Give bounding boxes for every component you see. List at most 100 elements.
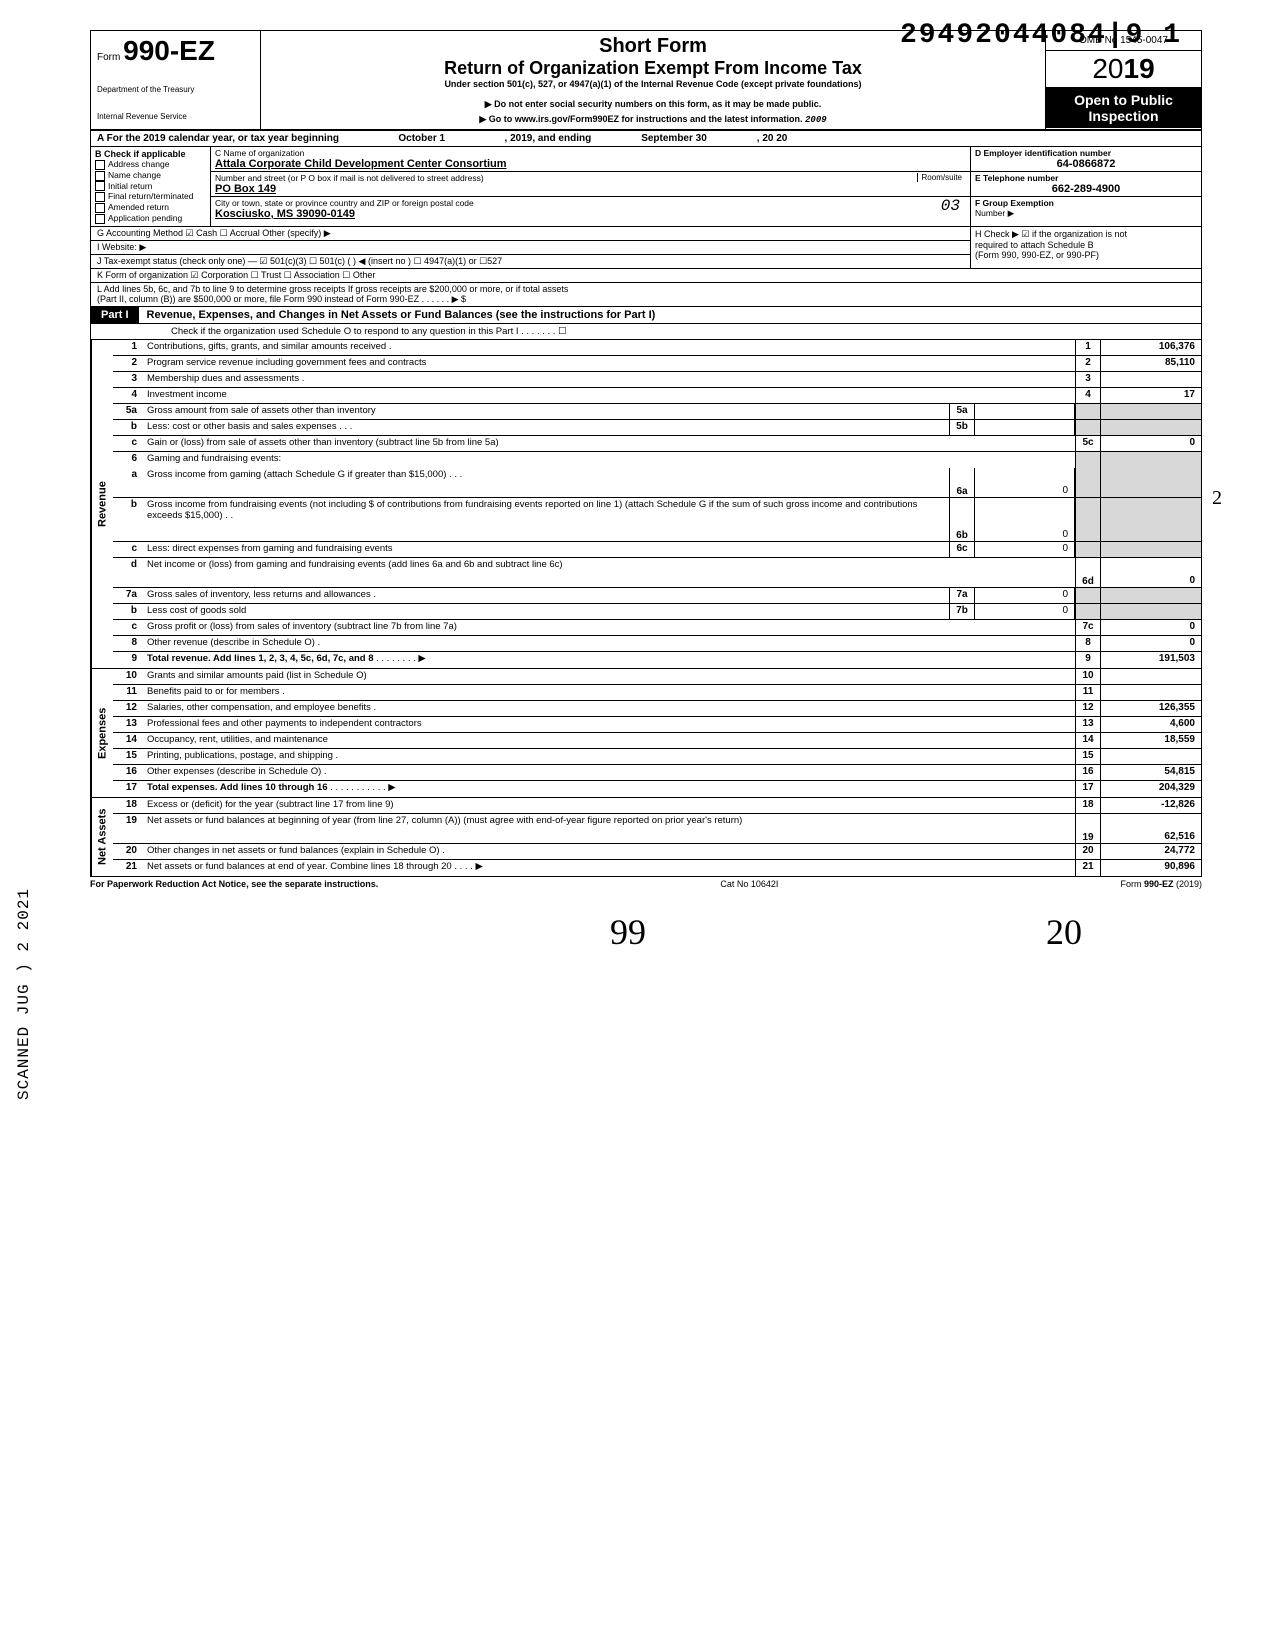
line-value[interactable]: 24,772: [1101, 844, 1201, 859]
line-mid-value[interactable]: 0: [975, 588, 1075, 603]
ssn-warning: ▶ Do not enter social security numbers o…: [269, 99, 1037, 110]
line-10: 10Grants and similar amounts paid (list …: [113, 669, 1201, 685]
tax-year: 2019: [1046, 51, 1201, 88]
addr-value[interactable]: PO Box 149: [215, 183, 966, 195]
org-name-value[interactable]: Attala Corporate Child Development Cente…: [215, 158, 966, 170]
handwritten-20: 20: [1046, 911, 1082, 953]
line-21: 21Net assets or fund balances at end of …: [113, 860, 1201, 876]
line-value[interactable]: 0: [1101, 436, 1201, 451]
row-a-end-year[interactable]: , 20 20: [757, 133, 788, 144]
line-desc: Gross sales of inventory, less returns a…: [147, 589, 376, 600]
chk-final-return[interactable]: Final return/terminated: [95, 191, 206, 202]
line-value[interactable]: 191,503: [1101, 652, 1201, 668]
handwritten-99: 99: [610, 911, 646, 953]
h-schedule-b[interactable]: H Check ▶ ☑ if the organization is not r…: [971, 227, 1201, 268]
chk-address-change[interactable]: Address change: [95, 159, 206, 170]
tax-exempt-status[interactable]: J Tax-exempt status (check only one) — ☑…: [91, 255, 970, 268]
line-value[interactable]: 204,329: [1101, 781, 1201, 797]
line-desc: Gaming and fundraising events:: [147, 453, 281, 464]
chk-application-pending[interactable]: Application pending: [95, 213, 206, 224]
group-exemption-label: F Group Exemption: [975, 198, 1197, 208]
line-value[interactable]: 126,355: [1101, 701, 1201, 716]
chk-label: Name change: [108, 170, 161, 180]
margin-handwritten-2: 2: [1212, 487, 1222, 510]
line-desc: Salaries, other compensation, and employ…: [147, 702, 376, 713]
part1-subtitle[interactable]: Check if the organization used Schedule …: [90, 324, 1202, 340]
line-mid-value[interactable]: 0: [975, 604, 1075, 619]
line-desc: Excess or (deficit) for the year (subtra…: [147, 799, 394, 810]
line-7b: bLess cost of goods sold 7b0: [113, 604, 1201, 620]
row-ghij: G Accounting Method ☑ Cash ☐ Accrual Oth…: [90, 227, 1202, 269]
line-value[interactable]: [1101, 372, 1201, 387]
line-value[interactable]: 0: [1101, 636, 1201, 651]
line-value[interactable]: [1101, 749, 1201, 764]
line-value[interactable]: 62,516: [1101, 814, 1201, 843]
net-assets-side-label: Net Assets: [91, 798, 113, 876]
line-value[interactable]: [1101, 669, 1201, 684]
line-mid-value[interactable]: [975, 404, 1075, 419]
line-value[interactable]: 0: [1101, 620, 1201, 635]
org-name-label: C Name of organization: [215, 148, 966, 158]
h-line3: (Form 990, 990-EZ, or 990-PF): [975, 250, 1197, 260]
line-value[interactable]: 54,815: [1101, 765, 1201, 780]
block-bcdef: B Check if applicable Address change Nam…: [90, 147, 1202, 227]
row-a-label: A For the 2019 calendar year, or tax yea…: [97, 133, 339, 144]
ein-value[interactable]: 64-0866872: [975, 158, 1197, 170]
line-value[interactable]: 90,896: [1101, 860, 1201, 876]
line-9: 9Total revenue. Add lines 1, 2, 3, 4, 5c…: [113, 652, 1201, 668]
line-13: 13Professional fees and other payments t…: [113, 717, 1201, 733]
revenue-section: Revenue 1Contributions, gifts, grants, a…: [90, 340, 1202, 669]
line-desc: Gross income from gaming (attach Schedul…: [147, 469, 462, 480]
chk-label: Final return/terminated: [108, 191, 194, 201]
phone-value[interactable]: 662-289-4900: [975, 183, 1197, 195]
line-5c: cGain or (loss) from sale of assets othe…: [113, 436, 1201, 452]
open-line1: Open to Public: [1048, 92, 1199, 108]
line-desc: Investment income: [147, 389, 227, 400]
col-def: D Employer identification number 64-0866…: [971, 147, 1201, 226]
line-desc: Benefits paid to or for members .: [147, 686, 285, 697]
line-mid-value[interactable]: 0: [975, 498, 1075, 541]
chk-initial-return[interactable]: Initial return: [95, 181, 206, 192]
line-value[interactable]: 18,559: [1101, 733, 1201, 748]
part1-header: Part I Revenue, Expenses, and Changes in…: [90, 307, 1202, 324]
city-value[interactable]: Kosciusko, MS 39090-0149: [215, 208, 966, 220]
line-value[interactable]: 0: [1101, 558, 1201, 587]
accounting-method[interactable]: G Accounting Method ☑ Cash ☐ Accrual Oth…: [91, 227, 970, 241]
line-mid-value[interactable]: [975, 420, 1075, 435]
line-desc: Grants and similar amounts paid (list in…: [147, 670, 367, 681]
line-7c: cGross profit or (loss) from sales of in…: [113, 620, 1201, 636]
line-value[interactable]: [1101, 685, 1201, 700]
line-mid-value[interactable]: 0: [975, 468, 1075, 497]
open-line2: Inspection: [1048, 108, 1199, 124]
row-a-tax-year: A For the 2019 calendar year, or tax yea…: [90, 131, 1202, 147]
goto-handwritten: 2009: [805, 115, 827, 125]
goto-url: ▶ Go to www.irs.gov/Form990EZ for instru…: [269, 114, 1037, 125]
line-value[interactable]: 85,110: [1101, 356, 1201, 371]
scanned-side-text: SCANNED JUG ) 2 2021: [15, 888, 33, 1100]
line-desc: Other changes in net assets or fund bala…: [147, 845, 445, 856]
row-a-begin[interactable]: October 1: [342, 133, 502, 144]
line-4: 4Investment income 417: [113, 388, 1201, 404]
line-value[interactable]: 106,376: [1101, 340, 1201, 355]
line-value[interactable]: 4,600: [1101, 717, 1201, 732]
dept-irs: Internal Revenue Service: [97, 112, 254, 121]
line-value[interactable]: 17: [1101, 388, 1201, 403]
return-title: Return of Organization Exempt From Incom…: [269, 58, 1037, 79]
year-bold: 19: [1124, 53, 1155, 84]
row-a-end-month[interactable]: September 30: [594, 133, 754, 144]
website[interactable]: I Website: ▶: [91, 241, 970, 255]
line-3: 3Membership dues and assessments . 3: [113, 372, 1201, 388]
group-exemption-number[interactable]: Number ▶: [975, 208, 1197, 219]
line-desc: Occupancy, rent, utilities, and maintena…: [147, 734, 328, 745]
line-value[interactable]: -12,826: [1101, 798, 1201, 813]
line-desc: Gross income from fundraising events (no…: [147, 499, 917, 521]
line-mid-value[interactable]: 0: [975, 542, 1075, 557]
chk-name-change[interactable]: Name change: [95, 170, 206, 181]
chk-amended-return[interactable]: Amended return: [95, 202, 206, 213]
handwritten-notes: 99 20: [90, 891, 1202, 973]
dept-treasury: Department of the Treasury: [97, 85, 254, 94]
form-of-organization[interactable]: K Form of organization ☑ Corporation ☐ T…: [90, 269, 1202, 283]
line-desc: Other expenses (describe in Schedule O) …: [147, 766, 327, 777]
chk-label: Amended return: [108, 202, 169, 212]
col-c-org-info: C Name of organization Attala Corporate …: [211, 147, 971, 226]
